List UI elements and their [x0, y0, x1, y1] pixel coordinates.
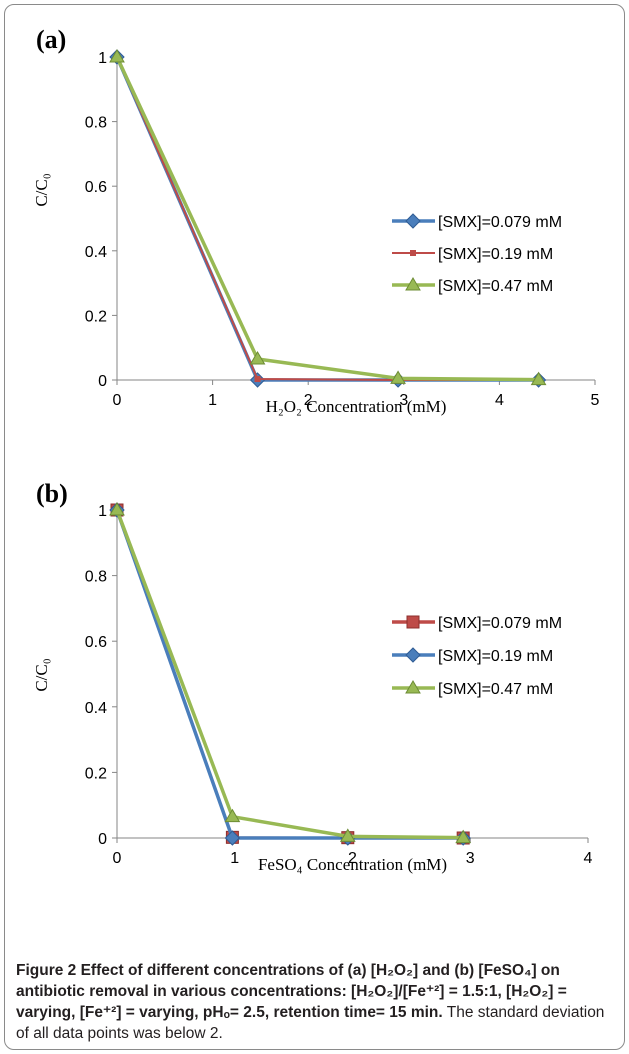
- legend: [SMX]=0.079 mM [SMX]=0.19 mM [SMX]=0.47 mM: [392, 615, 562, 698]
- panel-label: (a): [36, 25, 66, 54]
- x-tick-label: 2: [304, 392, 313, 409]
- data-point: [224, 830, 241, 846]
- x-tick-label: 2: [348, 850, 357, 867]
- x-axis-title: FeSO₄ Concentration (mM): [258, 855, 447, 874]
- data-point: [339, 828, 356, 842]
- x-tick-label: 3: [466, 850, 475, 867]
- y-tick-label: 0.4: [85, 700, 107, 717]
- y-tick-label: 0.8: [85, 569, 107, 586]
- y-tick-label: 0: [98, 831, 107, 848]
- caption-normal: The standard deviation of all data point…: [16, 1004, 605, 1042]
- legend-label: [SMX]=0.079 mM: [438, 615, 562, 632]
- x-tick-label: 4: [584, 850, 593, 867]
- x-tick-label: 1: [230, 850, 239, 867]
- y-tick-label: 1: [98, 50, 107, 67]
- data-point: [109, 502, 125, 516]
- panel-label: (b): [36, 479, 68, 508]
- y-tick-label: 0: [98, 373, 107, 390]
- x-tick-label: 5: [591, 392, 600, 409]
- data-point: [254, 376, 261, 383]
- series-1: [110, 503, 470, 845]
- y-tick-label: 0.2: [85, 308, 107, 325]
- data-point: [109, 49, 125, 63]
- x-tick-label: 3: [399, 392, 408, 409]
- y-tick-label: 0.4: [85, 244, 107, 261]
- figure-caption: Figure 2 Effect of different concentrati…: [16, 960, 612, 1044]
- chart-panel-a: (a) 0 0.2 0.4 0.6 0.8 1 0 1 2 3 4 5 H₂O₂ Concentratio…: [32, 25, 600, 416]
- figure-frame: [4, 4, 625, 1050]
- legend-label: [SMX]=0.079 mM: [438, 214, 562, 231]
- series-3: [109, 502, 472, 844]
- series-line: [115, 509, 464, 840]
- x-tick-label: 0: [113, 392, 122, 409]
- legend-marker: [410, 250, 416, 256]
- data-point: [530, 371, 547, 386]
- chart-panel-b: (b) 0 0.2 0.4 0.6 0.8 1 0 1 2 3 4 FeSO₄ Concentratio…: [32, 479, 593, 874]
- x-tick-label: 0: [113, 850, 122, 867]
- legend-marker: [405, 213, 421, 229]
- y-tick-label: 0.6: [85, 634, 107, 651]
- y-tick-label: 0.8: [85, 115, 107, 132]
- series-3: [109, 49, 547, 386]
- legend-label: [SMX]=0.47 mM: [438, 278, 553, 295]
- legend: [SMX]=0.079 mM [SMX]=0.19 mM [SMX]=0.47 mM: [392, 213, 562, 295]
- y-axis-title: C/C₀: [32, 658, 51, 691]
- legend-marker: [405, 277, 421, 291]
- y-tick-label: 1: [98, 503, 107, 520]
- y-tick-label: 0.6: [85, 179, 107, 196]
- x-tick-label: 4: [495, 392, 504, 409]
- data-point: [224, 808, 241, 823]
- data-point: [249, 351, 266, 365]
- series-line: [116, 509, 464, 839]
- data-point: [390, 370, 406, 384]
- legend-label: [SMX]=0.19 mM: [438, 648, 553, 665]
- legend-label: [SMX]=0.19 mM: [438, 246, 553, 263]
- legend-marker: [405, 647, 421, 663]
- legend-marker: [406, 615, 420, 629]
- legend-label: [SMX]=0.47 mM: [438, 681, 553, 698]
- y-tick-label: 0.2: [85, 765, 107, 782]
- caption-bold: Figure 2 Effect of different concentrati…: [16, 962, 567, 1021]
- series-line: [115, 56, 539, 382]
- legend-marker: [405, 680, 421, 694]
- series-2: [109, 502, 471, 846]
- y-axis-title: C/C₀: [32, 173, 51, 206]
- x-axis-title: H₂O₂ Concentration (mM): [266, 397, 447, 416]
- data-point: [455, 829, 472, 844]
- series-line: [115, 509, 464, 840]
- x-tick-label: 1: [208, 392, 217, 409]
